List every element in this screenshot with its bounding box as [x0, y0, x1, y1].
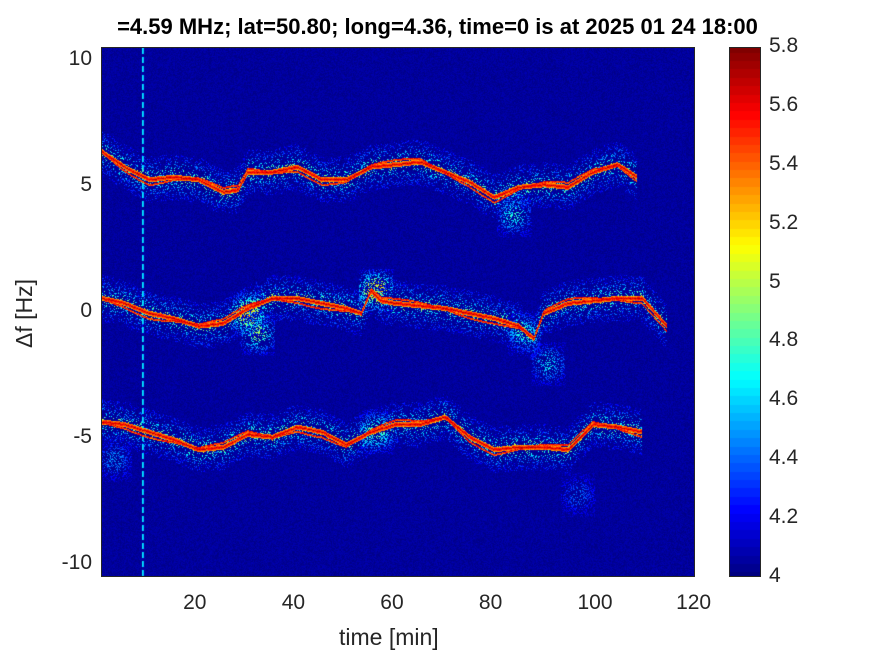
y-tick-label: -5 [73, 425, 92, 449]
colorbar-tick-label: 5.8 [769, 34, 799, 57]
y-tick-label: 0 [80, 299, 92, 322]
colorbar-tick-label: 4.6 [769, 387, 799, 411]
colorbar-tick-label: 4.2 [769, 505, 799, 529]
x-axis-label: time [min] [339, 624, 439, 650]
spectrogram-heatmap [102, 48, 694, 576]
colorbar-tick-label: 4.4 [769, 446, 799, 470]
colorbar-tick-label: 5 [769, 269, 781, 293]
colorbar-tick-label: 5.4 [769, 151, 799, 175]
plot-area [101, 47, 695, 577]
x-tick-label: 120 [676, 591, 712, 614]
y-axis-label: Δf [Hz] [11, 278, 38, 349]
colorbar [729, 47, 761, 577]
y-tick-label: -10 [61, 551, 92, 575]
y-tick-label: 10 [68, 46, 92, 70]
x-tick-label: 100 [577, 591, 613, 614]
colorbar-tick-label: 5.6 [769, 92, 799, 116]
chart-title: =4.59 MHz; lat=50.80; long=4.36, time=0 … [117, 14, 758, 39]
colorbar-tick-label: 4.8 [769, 328, 799, 352]
x-tick-label: 20 [183, 591, 207, 614]
x-tick-label: 60 [380, 591, 404, 614]
x-tick-label: 40 [281, 591, 306, 614]
colorbar-tick-label: 4 [769, 564, 781, 587]
x-tick-label: 80 [478, 591, 503, 614]
colorbar-tick-label: 5.2 [769, 210, 799, 234]
colorbar-gradient [730, 48, 760, 576]
y-tick-label: 5 [80, 172, 92, 196]
